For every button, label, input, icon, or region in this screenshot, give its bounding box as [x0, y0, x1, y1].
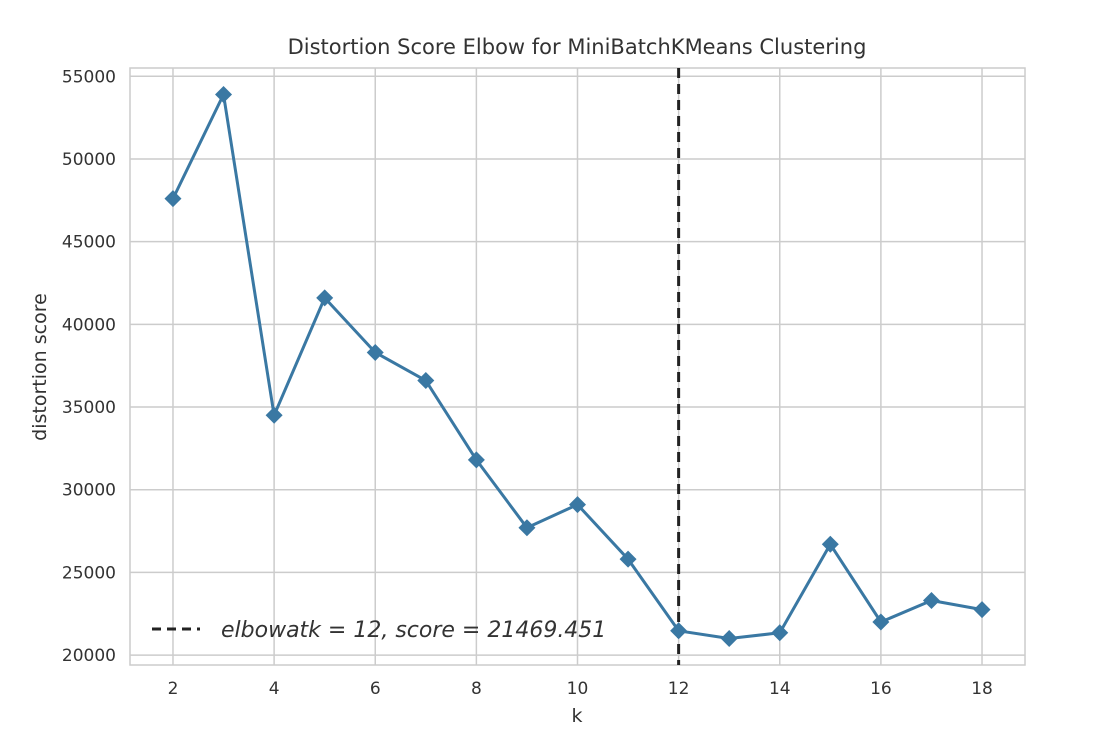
- data-point-marker: [316, 289, 334, 307]
- x-tick-label: 2: [168, 679, 179, 699]
- data-point-marker: [366, 343, 384, 361]
- y-tick-label: 50000: [62, 150, 116, 170]
- x-tick-label: 6: [370, 679, 381, 699]
- y-axis-label: distortion score: [29, 293, 51, 441]
- data-point-marker: [821, 535, 839, 553]
- plot-frame: [129, 67, 1026, 666]
- y-tick-label: 20000: [62, 646, 116, 666]
- data-point-marker: [973, 601, 991, 619]
- x-tick-label: 12: [668, 679, 690, 699]
- data-point-marker: [215, 85, 233, 103]
- x-tick-label: 14: [769, 679, 791, 699]
- legend-label: elbowatk = 12, score = 21469.451: [221, 618, 606, 643]
- y-tick-label: 45000: [62, 233, 116, 253]
- x-tick-label: 18: [971, 679, 993, 699]
- data-point-marker: [670, 622, 688, 640]
- y-tick-label: 40000: [62, 315, 116, 335]
- data-point-marker: [720, 630, 738, 648]
- data-point-marker: [164, 190, 182, 208]
- data-point-marker: [771, 624, 789, 642]
- y-tick-label: 30000: [62, 481, 116, 501]
- data-point-marker: [518, 519, 536, 537]
- y-tick-label: 25000: [62, 563, 116, 583]
- data-point-marker: [922, 592, 940, 610]
- data-point-marker: [265, 406, 283, 424]
- data-point-marker: [417, 372, 435, 390]
- grid-layer: [130, 68, 1025, 665]
- data-point-marker: [569, 496, 586, 514]
- x-tick-label: 8: [471, 679, 482, 699]
- data-point-marker: [467, 451, 485, 469]
- chart-title: Distortion Score Elbow for MiniBatchKMea…: [288, 35, 867, 59]
- legend: elbowatk = 12, score = 21469.451: [152, 618, 606, 643]
- y-tick-label: 35000: [62, 398, 116, 418]
- y-tick-label: 55000: [62, 67, 116, 87]
- series-layer: [164, 85, 991, 648]
- x-tick-label: 10: [567, 679, 589, 699]
- data-point-marker: [619, 550, 637, 568]
- tick-layer: 2 4 6 8 10 12 14 16 18 20000 25000 30000 35000 40000 4…: [62, 67, 993, 699]
- data-point-marker: [872, 613, 890, 631]
- x-axis-label: k: [571, 705, 582, 727]
- x-tick-label: 16: [870, 679, 892, 699]
- x-tick-label: 4: [269, 679, 280, 699]
